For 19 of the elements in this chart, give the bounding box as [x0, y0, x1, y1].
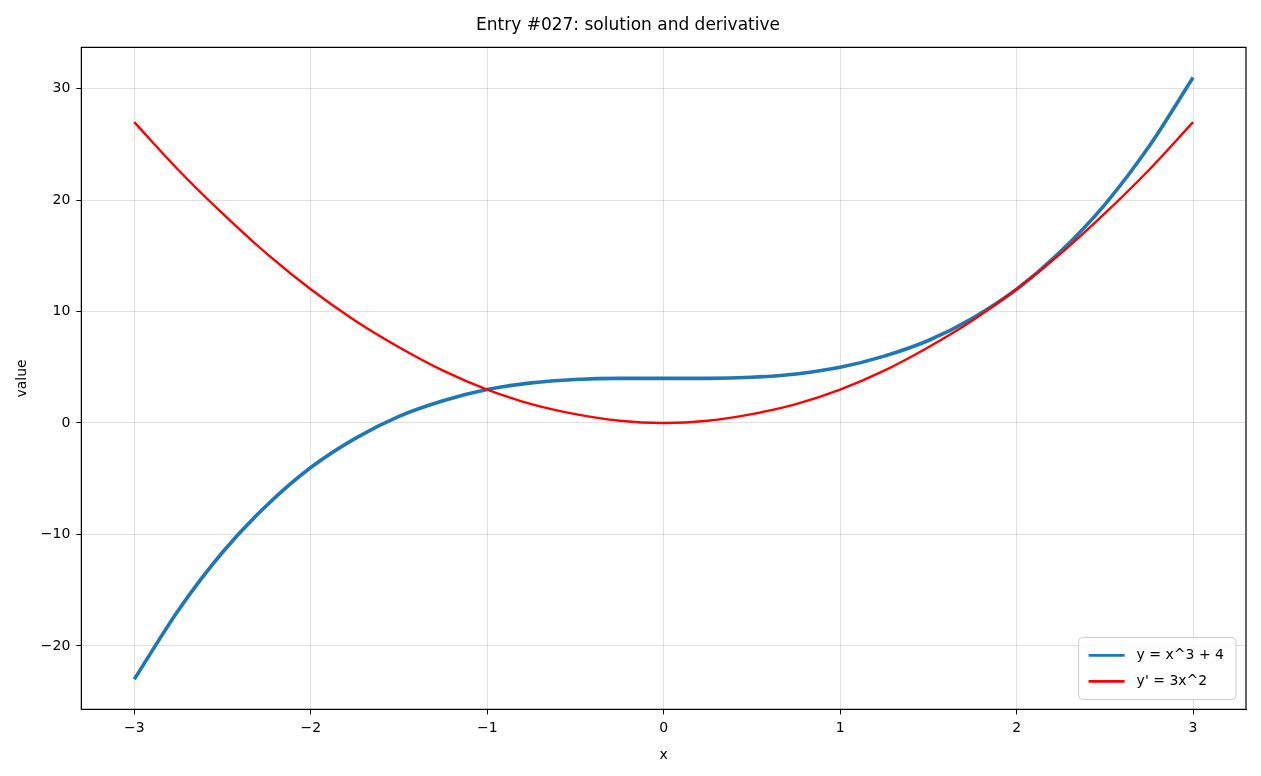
- x-tick-label: −2: [300, 719, 322, 736]
- x-axis-title: x: [659, 746, 668, 763]
- y-tick-label: −20: [40, 636, 71, 653]
- chart-title: Entry #027: solution and derivative: [476, 13, 780, 34]
- x-tick-label: 0: [659, 719, 669, 736]
- x-tick-label: −1: [476, 719, 498, 736]
- y-tick-label: 30: [52, 79, 71, 96]
- legend-label: y = x^3 + 4: [1136, 646, 1225, 663]
- line-series: [133, 120, 1195, 425]
- x-tick-label: −3: [123, 719, 145, 736]
- x-tick-label: 3: [1188, 719, 1198, 736]
- y-tick-label: −10: [40, 525, 71, 542]
- x-tick-label: 2: [1012, 719, 1022, 736]
- y-tick-label: 20: [52, 190, 71, 207]
- legend-label: y' = 3x^2: [1136, 672, 1208, 689]
- x-tick-label: 1: [835, 719, 845, 736]
- y-tick-label: 10: [52, 302, 71, 319]
- y-axis-title: value: [13, 359, 30, 398]
- y-tick-label: 0: [61, 413, 71, 430]
